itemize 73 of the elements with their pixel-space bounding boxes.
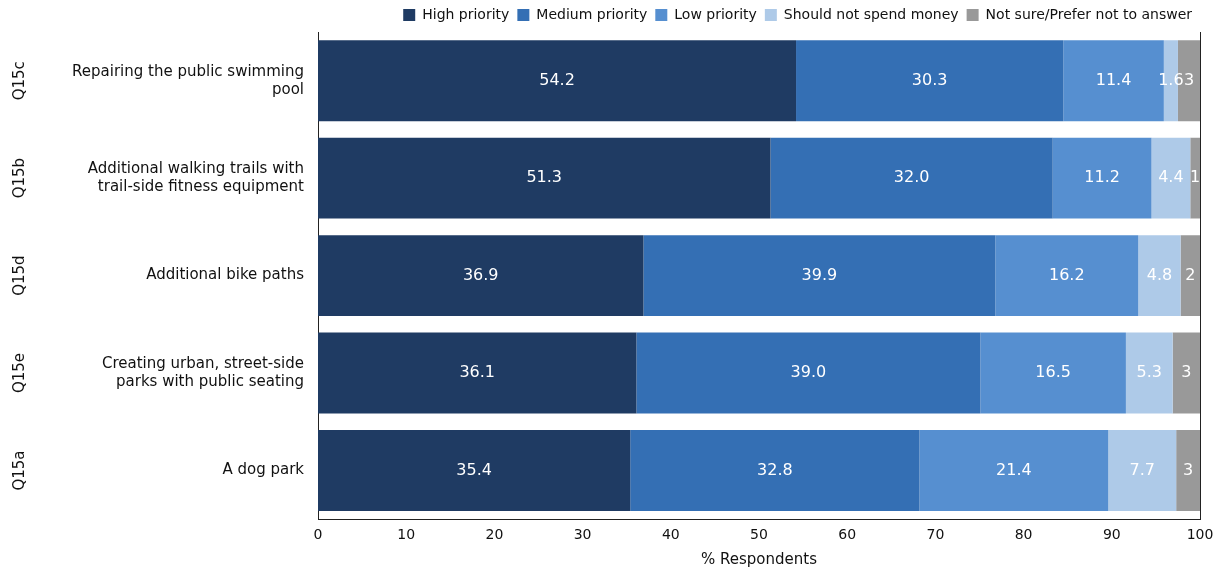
data-label: 21.4: [996, 459, 1032, 479]
bar: [318, 235, 644, 317]
bar: [770, 137, 1053, 219]
bar: [636, 332, 981, 414]
y-tick-label: Additional bike paths: [146, 265, 305, 284]
data-label: 30.3: [911, 69, 948, 89]
x-tick-label: 40: [661, 526, 680, 543]
data-label: 39.0: [790, 362, 827, 382]
bar: [995, 235, 1139, 317]
x-tick-label: 100: [1186, 526, 1214, 543]
data-label: 36.9: [462, 264, 499, 284]
bar: [318, 137, 771, 219]
x-tick-label: 20: [485, 526, 504, 543]
data-label: 1: [1190, 167, 1201, 187]
bar: [1151, 137, 1191, 219]
data-label: 39.9: [801, 264, 838, 284]
bar: [1052, 137, 1152, 219]
data-label: 3: [1181, 362, 1192, 382]
data-label: 32.8: [757, 459, 793, 479]
legend-label: Low priority: [674, 5, 757, 22]
bar: [1108, 430, 1177, 511]
data-label: 16.5: [1035, 362, 1071, 382]
text: Q15b: [9, 157, 28, 199]
data-label: 35.4: [456, 459, 492, 479]
data-label: 7.7: [1129, 459, 1155, 479]
x-tick-label: 80: [1014, 526, 1033, 543]
bar: [1125, 332, 1173, 414]
bar: [1190, 137, 1200, 219]
data-label: 3: [1183, 459, 1194, 479]
data-label: 36.1: [459, 362, 496, 382]
text: Q15c: [9, 61, 28, 101]
data-label: 4.4: [1158, 167, 1184, 187]
x-tick-label: 10: [397, 526, 416, 543]
x-tick-label: 0: [313, 526, 323, 543]
x-tick-label: 90: [1102, 526, 1121, 543]
x-tick-label: 50: [750, 526, 768, 543]
x-tick-label: 60: [838, 526, 857, 543]
x-tick-label: 30: [573, 526, 592, 543]
y-tick-label: Creating urban, street-side parks with public seating: [101, 353, 304, 390]
text: Q15d: [9, 255, 28, 296]
bar: [919, 430, 1109, 511]
x-tick-label: 70: [926, 526, 945, 543]
data-label: 11.4: [1095, 69, 1132, 89]
bar: [643, 235, 996, 317]
bar: [318, 332, 637, 414]
y-tick-label: Repairing the public swimming pool: [72, 61, 304, 98]
bar: [796, 40, 1064, 122]
text: Q15e: [9, 352, 28, 394]
text: Q15a: [9, 450, 28, 491]
data-label: 5.3: [1136, 362, 1163, 382]
legend-label: Not sure/Prefer not to answer: [985, 5, 1193, 22]
bar: [980, 332, 1126, 414]
legend-label: Medium priority: [536, 5, 648, 22]
x-axis-title: % Respondents: [701, 549, 818, 568]
data-label: 2: [1185, 264, 1196, 284]
data-label: 3: [1183, 69, 1195, 89]
data-label: 54.2: [539, 69, 575, 89]
bar: [1176, 430, 1200, 511]
bar: [1138, 235, 1181, 317]
bar: [1172, 332, 1200, 414]
data-label: 51.3: [526, 167, 563, 187]
data-label: 4.8: [1146, 264, 1173, 284]
bar: [318, 430, 631, 511]
y-tick-label: Additional walking trails with trail-side fitness equipment: [87, 159, 305, 196]
data-label: 11.2: [1084, 167, 1120, 187]
data-label: 16.2: [1049, 264, 1085, 284]
bar: [630, 430, 920, 511]
legend-label: High priority: [422, 5, 510, 22]
bar: [318, 40, 797, 122]
bar: [1180, 235, 1200, 317]
y-tick-label: A dog park: [222, 460, 305, 479]
data-label: 32.0: [893, 167, 930, 187]
legend-label: Should not spend money: [783, 5, 959, 22]
